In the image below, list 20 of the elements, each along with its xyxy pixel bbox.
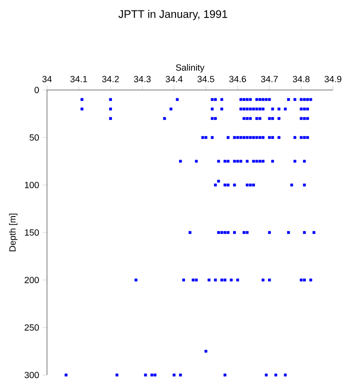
x-tick-label: 34.8 bbox=[292, 76, 310, 82]
x-tick-label: 34.5 bbox=[198, 76, 214, 82]
chart-title: JPTT in January, 1991 bbox=[118, 10, 228, 20]
y-axis-title: Depth [m] bbox=[9, 214, 18, 252]
x-tick-label: 34.4 bbox=[166, 76, 183, 82]
x-tick-label: 34.7 bbox=[261, 76, 278, 82]
x-tick-label: 34.9 bbox=[324, 76, 342, 82]
x-tick-label: 34.3 bbox=[134, 76, 151, 82]
y-tick-label: 200 bbox=[24, 276, 39, 284]
y-tick-label: 250 bbox=[24, 324, 39, 331]
y-tick-label: 300 bbox=[24, 372, 39, 378]
y-tick-label: 0 bbox=[34, 86, 39, 94]
x-tick-label: 34.2 bbox=[102, 76, 119, 82]
x-tick-label: 34.6 bbox=[229, 76, 246, 82]
y-tick-label: 50 bbox=[30, 134, 39, 141]
y-tick-label: 150 bbox=[24, 229, 39, 236]
y-tick-label: 100 bbox=[24, 182, 39, 188]
x-tick-label: 34 bbox=[42, 76, 52, 82]
x-tick-label: 34.1 bbox=[70, 76, 88, 82]
x-axis-title: Salinity bbox=[176, 64, 204, 72]
